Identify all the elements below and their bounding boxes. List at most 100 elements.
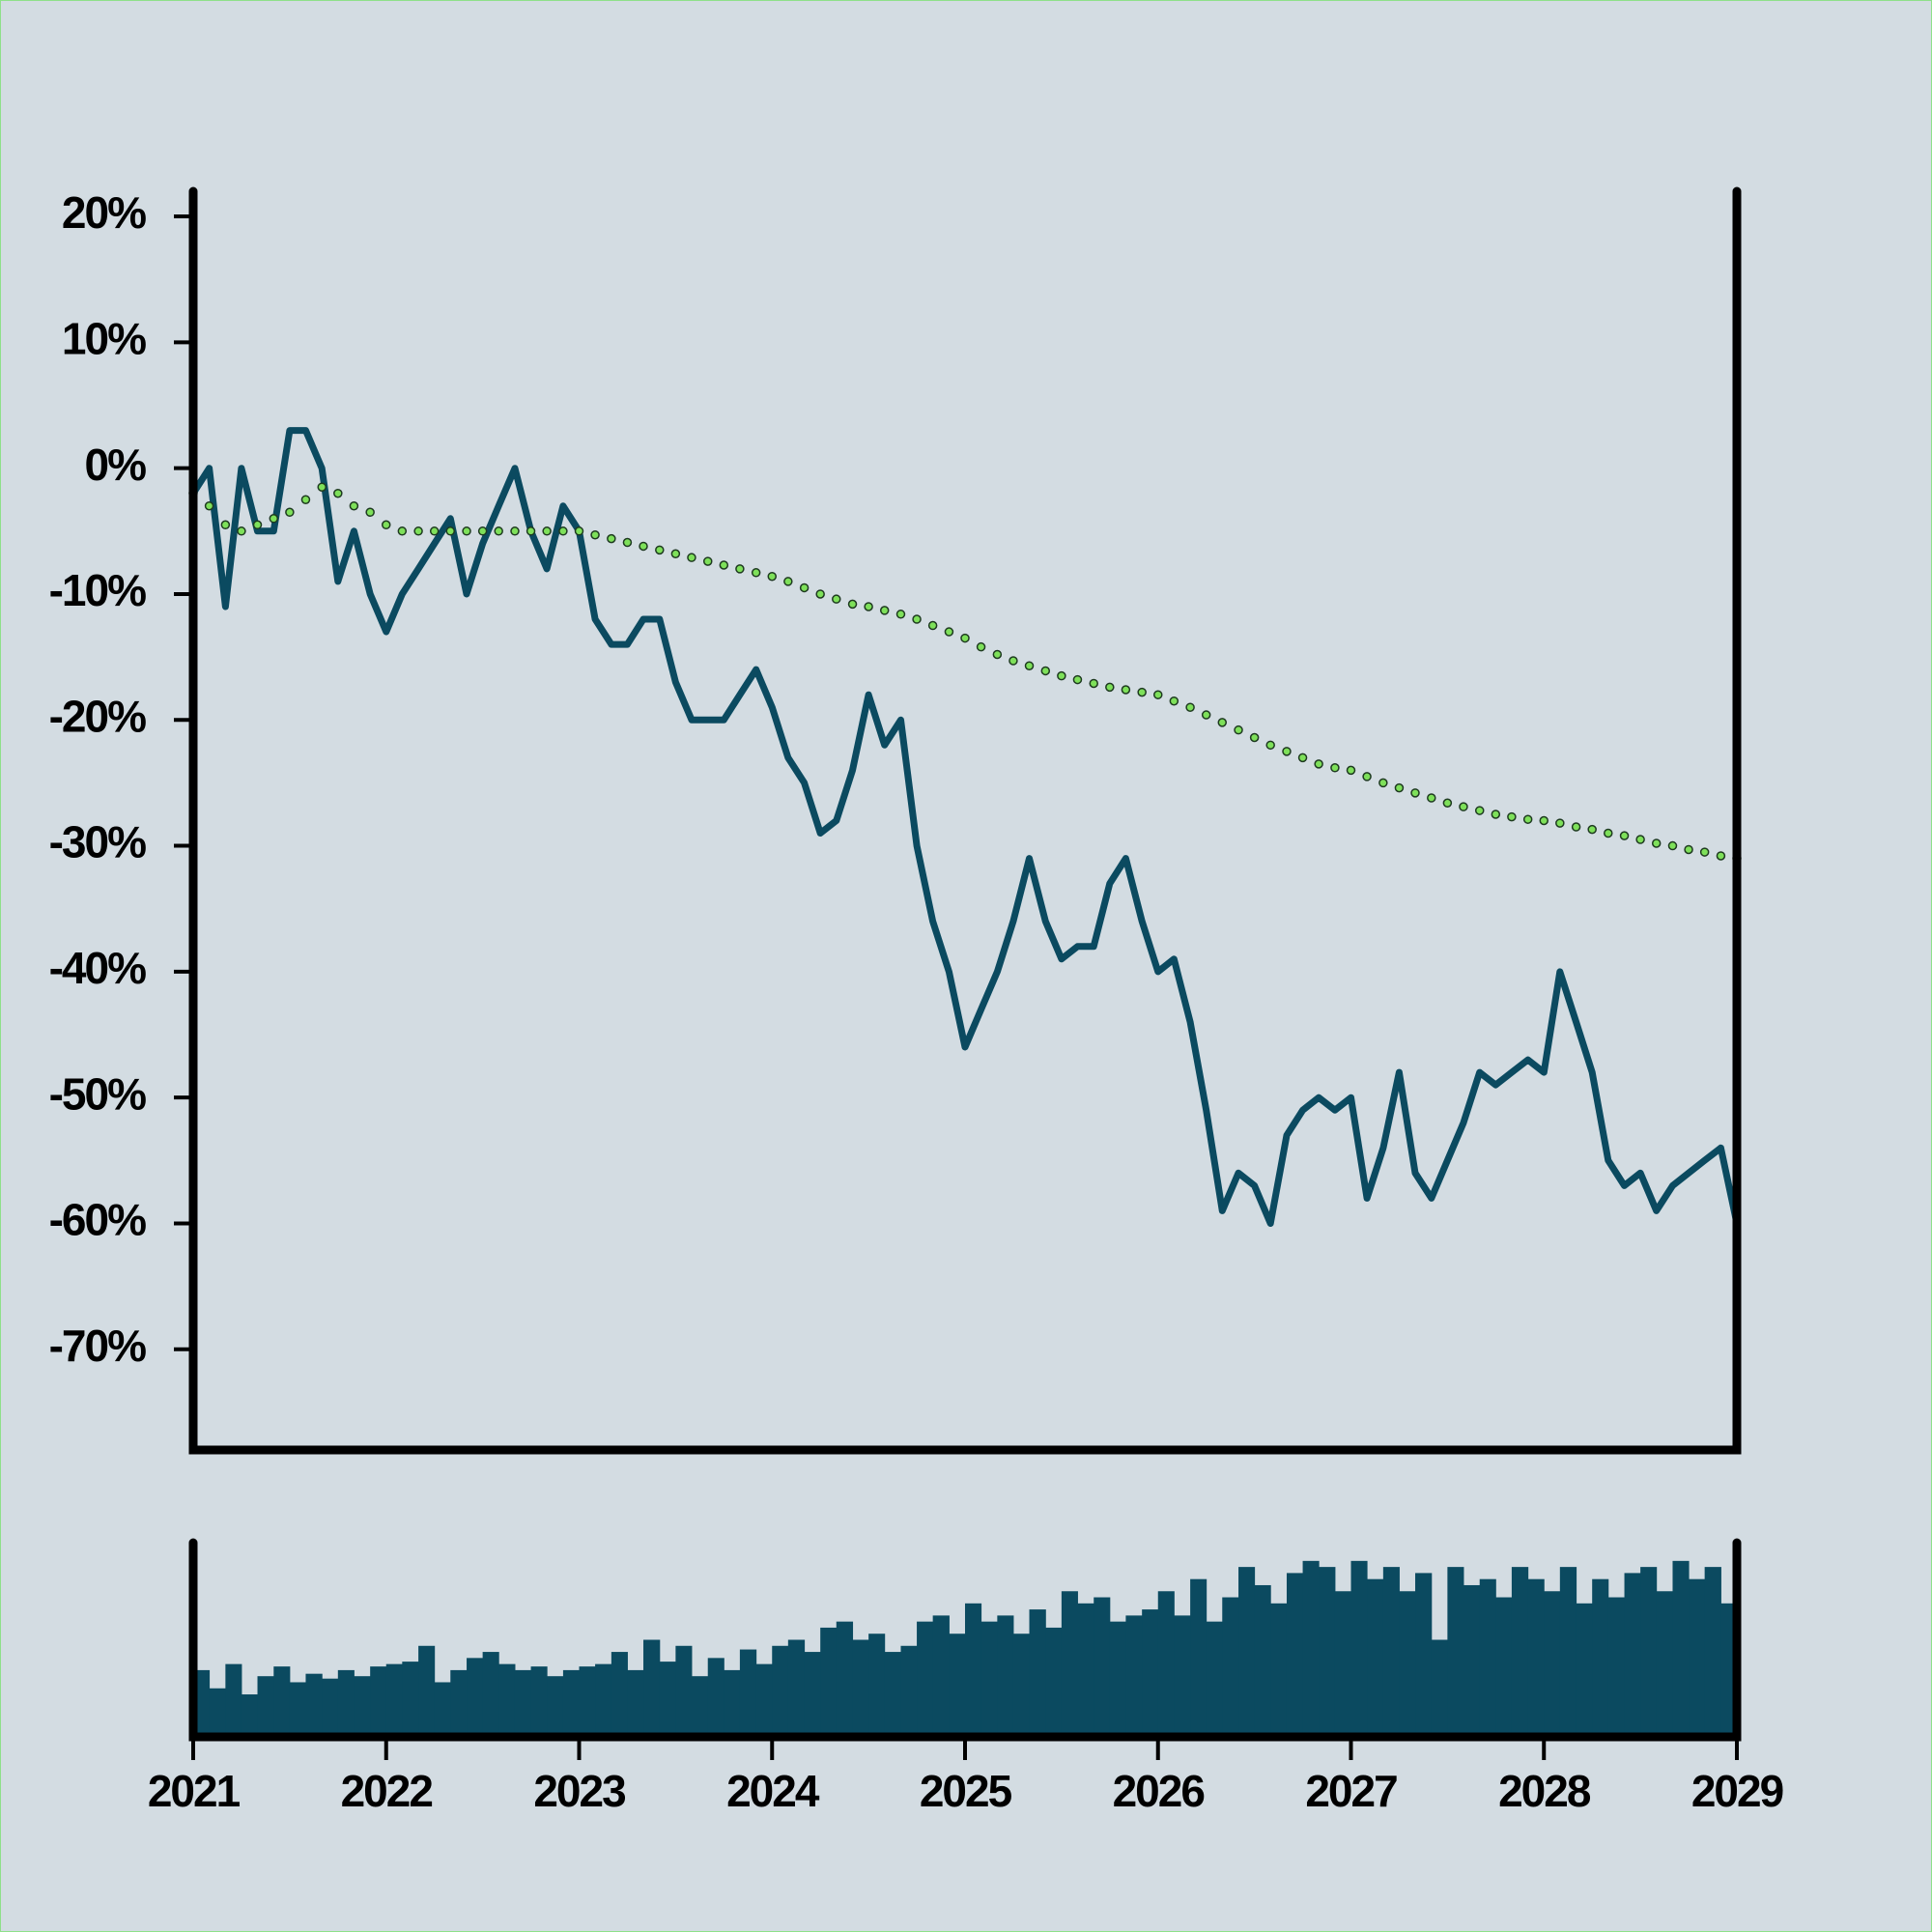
y-tick-label: 0% [85,440,147,490]
ma-dot [429,526,440,536]
ma-dot [1507,811,1517,822]
ma-dot [269,514,279,524]
ma-dot [1459,802,1468,811]
ma-dot [702,556,713,566]
ma-dot [960,633,970,643]
ma-dot [1234,724,1243,735]
y-tick-label: -10% [49,565,146,615]
ma-dot [687,553,696,562]
y-tick-label: 10% [62,314,146,364]
volume-bar [1495,1597,1513,1737]
volume-bar [1302,1560,1320,1737]
ma-dot [1217,718,1228,727]
volume-bar [884,1652,901,1737]
volume-bar [675,1645,693,1737]
volume-bar [659,1662,676,1737]
ma-dot [1619,831,1630,840]
volume-bar [1045,1627,1063,1737]
ma-dot [1667,840,1678,851]
ma-dot [1057,670,1066,681]
y-tick-label: -60% [49,1195,146,1245]
ma-dot [510,526,520,536]
volume-bar [514,1669,532,1737]
ma-dot [655,545,665,555]
ma-dot [1571,822,1581,832]
ma-dot [542,526,552,536]
volume-bar [1479,1578,1496,1737]
volume-bar [1431,1639,1448,1737]
volume-bar [1174,1615,1191,1737]
ma-dot [1009,656,1018,666]
x-tick-label: 2025 [920,1766,1012,1816]
ma-dot [1314,759,1323,769]
ma-dot [1040,666,1051,676]
ma-dot [462,526,471,536]
y-tick-label: -40% [49,943,146,993]
volume-bar [1672,1560,1690,1737]
volume-bar [932,1615,950,1737]
volume-bar [772,1645,789,1737]
volume-bar [1559,1567,1577,1737]
volume-bar [402,1662,419,1737]
volume-bar [965,1603,982,1737]
ma-dot [622,537,633,548]
ma-dot [1089,678,1098,689]
volume-bar [370,1666,387,1737]
volume-bar [1270,1603,1288,1737]
ma-dot [1201,710,1211,720]
ma-dot [1378,778,1388,788]
volume-bar [1689,1578,1706,1737]
volume-bar [707,1658,724,1737]
volume-bar [1029,1609,1046,1737]
volume-bar [418,1645,436,1737]
ma-dot [494,526,503,536]
x-tick-label: 2021 [148,1766,241,1816]
ma-dot [285,507,295,518]
x-tick-label: 2022 [341,1766,433,1816]
ma-dot [927,620,938,631]
volume-bar [1350,1560,1368,1737]
ma-dot [879,606,890,615]
ma-dot [1699,847,1710,857]
volume-bar [611,1652,628,1737]
price-axes [188,186,1742,1455]
volume-bar [322,1678,339,1737]
ma-dot [751,568,761,578]
ma-dot [220,520,231,530]
volume-bar [1094,1597,1111,1737]
volume-bar [980,1621,998,1737]
volume-bar [852,1639,869,1737]
ma-dot [252,520,263,530]
volume-bar [337,1669,355,1737]
x-tick-label: 2029 [1691,1766,1783,1816]
ma-dot [1684,844,1693,855]
ma-dot [365,507,375,518]
volume-bar [836,1621,854,1737]
ma-dot [767,571,777,582]
volume-bar [1319,1567,1336,1737]
ma-dot [735,564,745,574]
volume-bar [1382,1567,1400,1737]
ma-dot [1474,806,1485,815]
ma-dot [1427,793,1436,803]
ma-dot [349,501,359,511]
ma-dot [574,526,584,536]
volume-bar [868,1634,886,1737]
volume-bar [209,1688,226,1737]
ma-dot [1539,815,1548,826]
ma-dot [1362,772,1372,781]
ma-dot [1651,838,1662,848]
volume-bar [691,1676,709,1737]
volume-bar [1206,1621,1223,1737]
ma-dot [832,594,841,604]
volume-bar [595,1663,612,1737]
volume-bar [755,1663,773,1737]
ma-dot [1394,782,1405,793]
ma-dot [300,495,311,504]
volume-bar [1286,1573,1304,1737]
ma-dot [670,549,681,559]
volume-bar [1109,1621,1126,1737]
ma-dot [1491,810,1501,819]
volume-bar [241,1694,259,1737]
volume-bar [1527,1578,1545,1737]
